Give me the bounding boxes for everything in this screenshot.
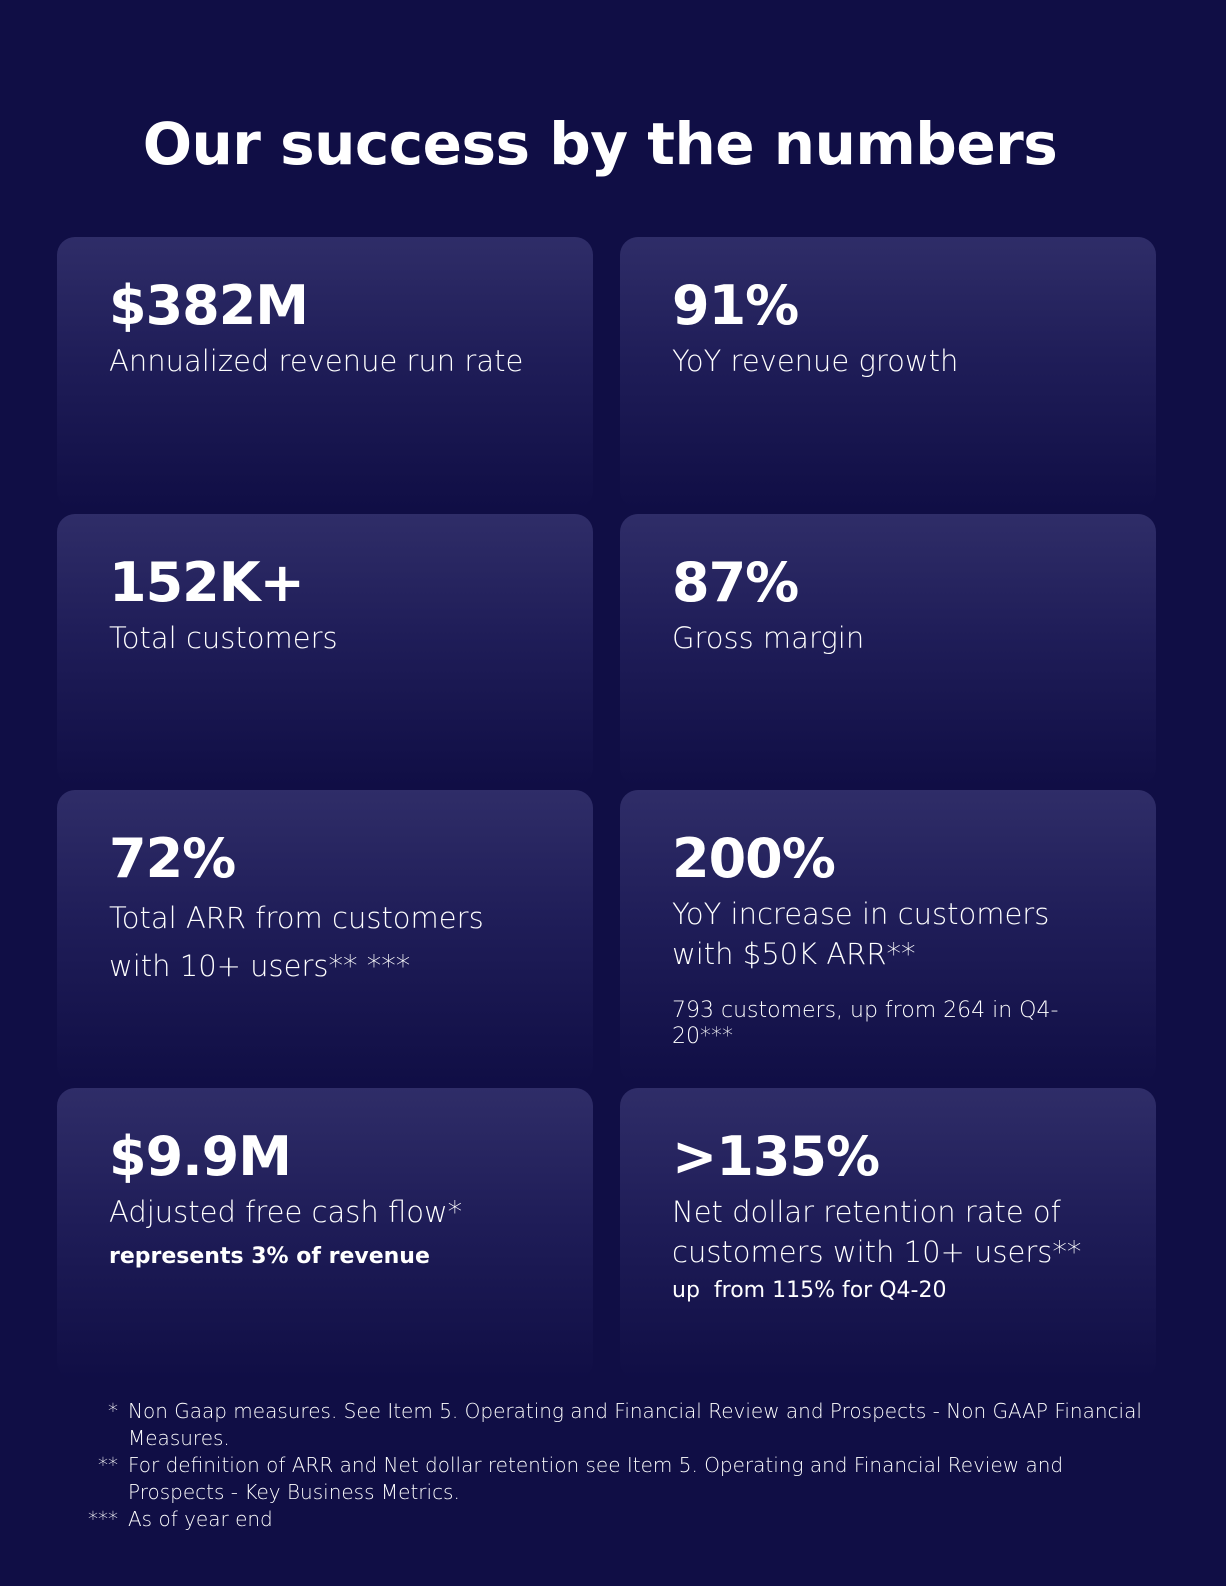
- page-title: Our success by the numbers: [142, 110, 1058, 178]
- footnote: ** For definition of ARR and Net dollar …: [70, 1452, 1160, 1506]
- metric-card-free-cash-flow: $9.9M Adjusted free cash flow* represent…: [57, 1088, 593, 1380]
- metric-label: Total ARR from customers with 10+ users*…: [109, 901, 484, 983]
- metric-value: 72%: [109, 827, 236, 890]
- footnote: *** As of year end: [70, 1506, 1160, 1533]
- metric-subtext: up from 115% for Q4-20: [672, 1278, 947, 1303]
- footnote-mark: ***: [88, 1507, 118, 1531]
- metric-value: 87%: [672, 551, 799, 614]
- metric-label: Adjusted free cash flow*: [109, 1195, 463, 1229]
- footnote-text: Non Gaap measures. See Item 5. Operating…: [128, 1399, 1142, 1450]
- footnote: * Non Gaap measures. See Item 5. Operati…: [70, 1398, 1160, 1452]
- metric-label: Gross margin: [672, 621, 865, 655]
- metric-label: Annualized revenue run rate: [109, 344, 524, 378]
- metric-value: 152K+: [109, 551, 305, 614]
- metric-label: Net dollar retention rate of customers w…: [672, 1195, 1082, 1269]
- metric-card-gross-margin: 87% Gross margin: [620, 514, 1156, 786]
- metric-card-arr-share: 72% Total ARR from customers with 10+ us…: [57, 790, 593, 1084]
- metric-value: 91%: [672, 274, 799, 337]
- metric-value: $382M: [109, 274, 309, 337]
- footnote-text: As of year end: [128, 1507, 273, 1531]
- footnotes: * Non Gaap measures. See Item 5. Operati…: [70, 1398, 1160, 1533]
- metric-subtext: 793 customers, up from 264 in Q4-20***: [672, 998, 1059, 1049]
- metric-card-revenue-growth: 91% YoY revenue growth: [620, 237, 1156, 509]
- footnote-text: For definition of ARR and Net dollar ret…: [128, 1453, 1064, 1504]
- metric-card-revenue-run-rate: $382M Annualized revenue run rate: [57, 237, 593, 509]
- metric-value: 200%: [672, 827, 836, 890]
- metric-card-net-dollar-retention: >135% Net dollar retention rate of custo…: [620, 1088, 1156, 1380]
- metric-value: >135%: [672, 1125, 880, 1188]
- metric-card-total-customers: 152K+ Total customers: [57, 514, 593, 786]
- metric-label: Total customers: [109, 621, 338, 655]
- footnote-mark: *: [108, 1399, 118, 1423]
- metric-card-50k-customers: 200% YoY increase in customers with $50K…: [620, 790, 1156, 1084]
- metric-value: $9.9M: [109, 1125, 292, 1188]
- footnote-mark: **: [98, 1453, 118, 1477]
- metric-label: YoY revenue growth: [672, 344, 959, 378]
- metric-label: YoY increase in customers with $50K ARR*…: [672, 897, 1050, 971]
- metric-subtext: represents 3% of revenue: [109, 1244, 430, 1269]
